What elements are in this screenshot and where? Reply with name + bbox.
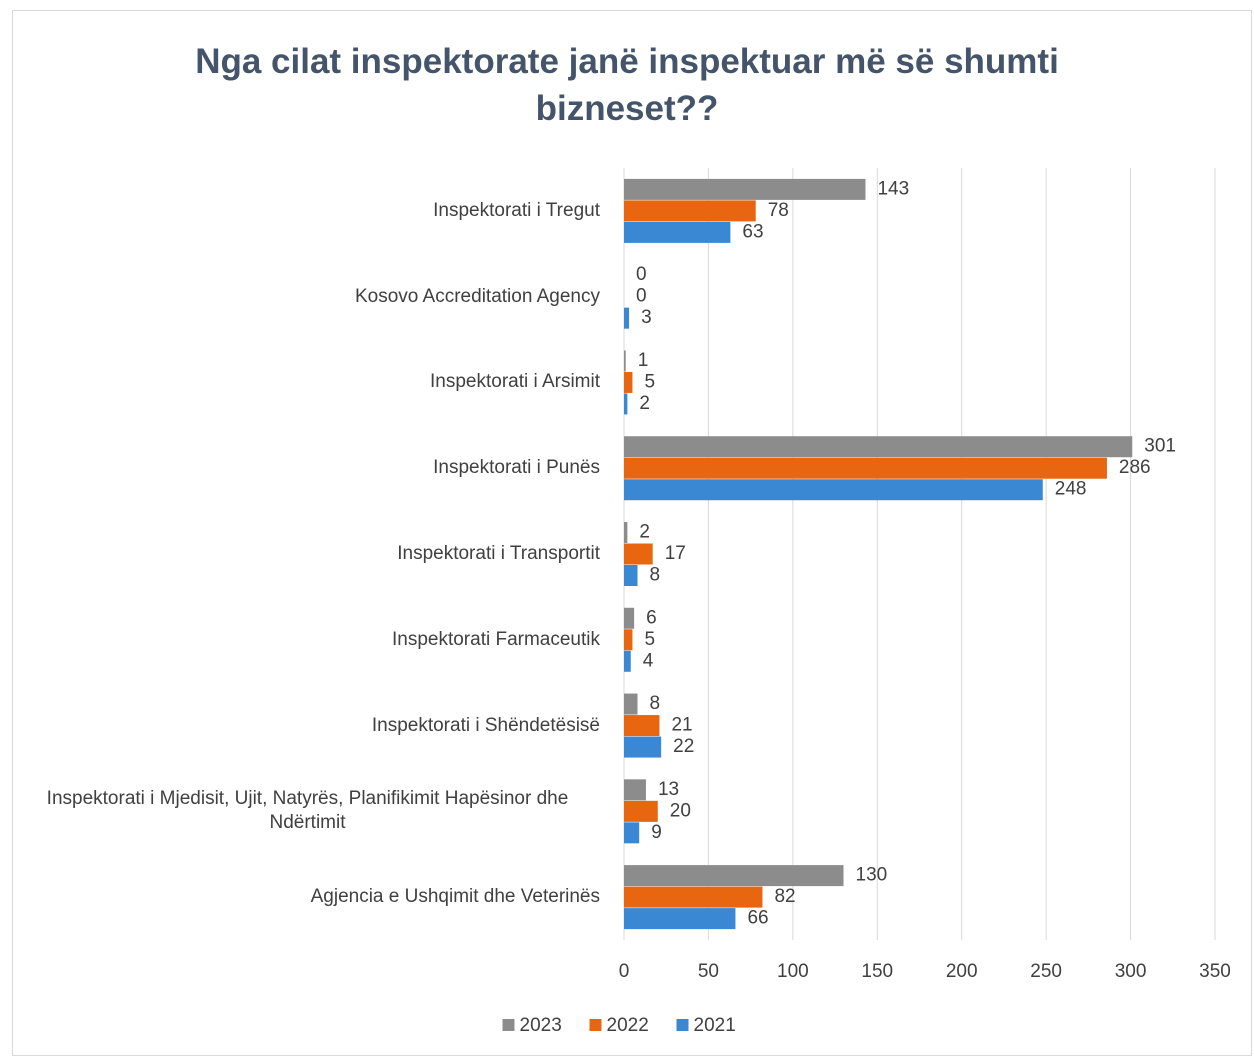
value-label: 0 <box>636 264 647 285</box>
bar <box>624 629 633 651</box>
bar <box>624 350 626 372</box>
value-label: 22 <box>673 736 694 757</box>
value-label: 248 <box>1055 479 1087 500</box>
y-tick-text: Kosovo Accreditation Agency <box>354 285 600 307</box>
bar <box>624 886 763 908</box>
value-label: 130 <box>856 865 888 886</box>
legend-swatch <box>502 1019 515 1031</box>
x-tick-label: 200 <box>946 961 978 982</box>
value-label: 17 <box>665 543 686 564</box>
y-tick-label: Inspektorati i Tregut <box>0 199 600 223</box>
x-tick-label: 50 <box>698 961 719 982</box>
y-tick-text: Inspektorati i Arsimit <box>430 371 600 393</box>
value-label: 63 <box>742 221 763 242</box>
bar <box>624 436 1133 458</box>
bar <box>624 650 631 672</box>
y-tick-label: Inspektorati i Punës <box>0 456 600 480</box>
y-tick-text: Agjencia e Ushqimit dhe Veterinës <box>310 886 600 908</box>
bar <box>624 736 662 758</box>
value-label: 3 <box>641 307 652 328</box>
y-tick-text: Inspektorati i Shëndetësisë <box>371 714 600 736</box>
value-label: 20 <box>670 800 691 821</box>
bar <box>624 178 866 200</box>
y-tick-label: Inspektorati i Transportit <box>0 542 600 566</box>
legend-label: 2022 <box>607 1015 649 1036</box>
x-tick-label: 150 <box>861 961 893 982</box>
bar <box>624 457 1107 479</box>
legend-label: 2023 <box>520 1015 562 1036</box>
bar <box>624 307 630 329</box>
value-label: 66 <box>747 908 768 929</box>
legend-swatch <box>589 1019 602 1031</box>
bar <box>624 221 731 243</box>
y-tick-text: Inspektorati Farmaceutik <box>391 628 600 650</box>
bar <box>624 565 638 586</box>
value-label: 0 <box>636 286 647 307</box>
bar <box>624 822 640 844</box>
value-label: 286 <box>1119 457 1151 478</box>
chart-title: Nga cilat inspektorate janë inspektuar m… <box>195 42 1059 128</box>
bar <box>624 865 844 887</box>
bar <box>624 393 628 415</box>
value-label: 6 <box>646 607 657 628</box>
x-tick-label: 350 <box>1199 961 1231 982</box>
y-tick-label: Inspektorati Farmaceutik <box>0 628 600 652</box>
bar <box>624 522 628 543</box>
x-tick-label: 0 <box>619 961 630 982</box>
value-label: 13 <box>658 779 679 800</box>
value-label: 82 <box>774 886 795 907</box>
chart-frame <box>12 10 1252 1056</box>
bar <box>624 479 1043 501</box>
bar <box>624 607 635 629</box>
y-tick-text: Inspektorati i Punës <box>433 457 600 479</box>
bar <box>624 371 633 393</box>
value-label: 2 <box>639 393 650 414</box>
value-label: 5 <box>644 629 655 650</box>
y-tick-text: Inspektorati i Mjedisit, Ujit, Natyrës, … <box>46 788 569 834</box>
value-label: 78 <box>768 200 789 221</box>
bar <box>624 715 660 737</box>
x-tick-label: 300 <box>1115 961 1147 982</box>
y-tick-text: Inspektorati i Transportit <box>397 543 600 564</box>
bar <box>624 693 638 715</box>
y-tick-label: Inspektorati i Mjedisit, Ujit, Natyrës, … <box>0 787 600 835</box>
value-label: 143 <box>877 178 909 199</box>
value-label: 8 <box>650 565 661 586</box>
value-label: 4 <box>643 650 654 671</box>
x-tick-label: 100 <box>777 961 809 982</box>
y-tick-text: Inspektorati i Tregut <box>433 199 600 221</box>
legend-swatch <box>676 1019 689 1031</box>
value-label: 301 <box>1144 436 1176 457</box>
value-label: 5 <box>644 371 655 392</box>
y-tick-label: Kosovo Accreditation Agency <box>0 285 600 309</box>
value-label: 8 <box>650 693 661 714</box>
legend-label: 2021 <box>694 1015 736 1036</box>
bar <box>624 800 658 822</box>
bar <box>624 908 736 930</box>
value-label: 1 <box>638 350 649 371</box>
y-tick-label: Inspektorati i Arsimit <box>0 370 600 394</box>
bar <box>624 779 646 801</box>
value-label: 9 <box>651 822 662 843</box>
y-tick-label: Agjencia e Ushqimit dhe Veterinës <box>0 885 600 909</box>
value-label: 2 <box>639 522 650 543</box>
x-tick-label: 250 <box>1030 961 1062 982</box>
y-tick-label: Inspektorati i Shëndetësisë <box>0 714 600 738</box>
bar <box>624 200 756 222</box>
bar <box>624 543 653 565</box>
value-label: 21 <box>671 715 692 736</box>
